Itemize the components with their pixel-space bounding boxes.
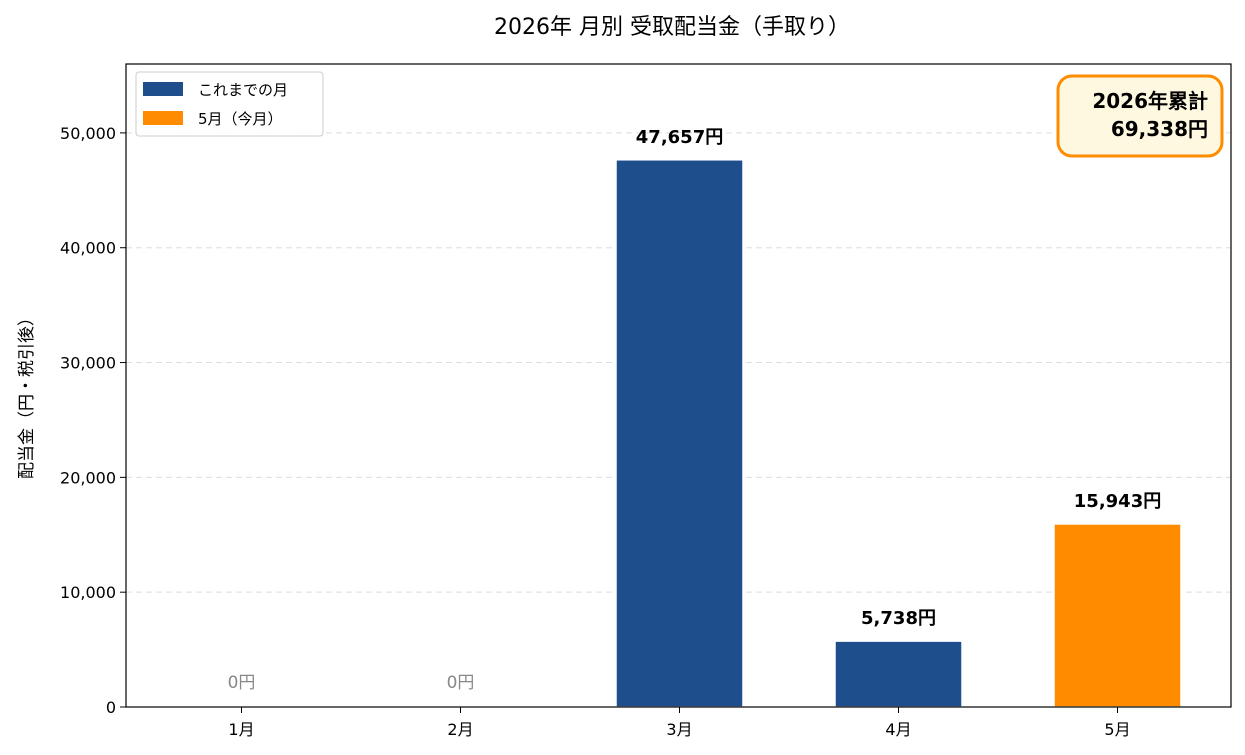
legend-swatch-past: [143, 82, 183, 96]
x-tick-label: 3月: [666, 720, 692, 739]
cumulative-total-box: 2026年累計 69,338円: [1056, 74, 1224, 158]
y-tick-label: 20,000: [60, 468, 116, 487]
y-axis-label: 配当金（円・税引後）: [17, 309, 37, 479]
x-axis-ticks: 1月 2月 3月 4月 5月: [228, 707, 1131, 739]
bar-3: [615, 159, 744, 708]
legend-swatch-current: [143, 111, 183, 125]
bar-4: [834, 640, 963, 708]
y-tick-label: 30,000: [60, 354, 116, 373]
bar-value-labels: 0円 0円 47,657円 5,738円 15,943円: [228, 127, 1162, 693]
plot-frame: [125, 63, 1232, 708]
y-tick-label: 10,000: [60, 583, 116, 602]
legend: これまでの月 5月（今月）: [135, 71, 324, 137]
x-tick-label: 4月: [885, 720, 911, 739]
x-tick-label: 2月: [447, 720, 473, 739]
bars: [615, 159, 1182, 708]
y-tick-label: 50,000: [60, 124, 116, 143]
y-axis-ticks: 0 10,000 20,000 30,000 40,000 50,000: [60, 124, 126, 717]
total-value: 69,338円: [1111, 117, 1208, 141]
chart-title: 2026年 月別 受取配当金（手取り）: [494, 15, 850, 40]
total-box-frame: [1056, 74, 1224, 158]
bar-value-label: 15,943円: [1074, 491, 1161, 512]
bar-value-label-zero: 0円: [447, 673, 475, 693]
y-tick-label: 40,000: [60, 239, 116, 258]
y-tick-label: 0: [106, 698, 116, 717]
legend-label-past: これまでの月: [198, 81, 288, 99]
total-label: 2026年累計: [1092, 89, 1208, 113]
bar-value-label: 47,657円: [636, 127, 723, 148]
bar-5: [1053, 523, 1182, 708]
bar-value-label-zero: 0円: [228, 673, 256, 693]
x-tick-label: 5月: [1104, 720, 1130, 739]
bar-value-label: 5,738円: [861, 608, 936, 629]
x-tick-label: 1月: [228, 720, 254, 739]
legend-label-current: 5月（今月）: [198, 110, 283, 128]
